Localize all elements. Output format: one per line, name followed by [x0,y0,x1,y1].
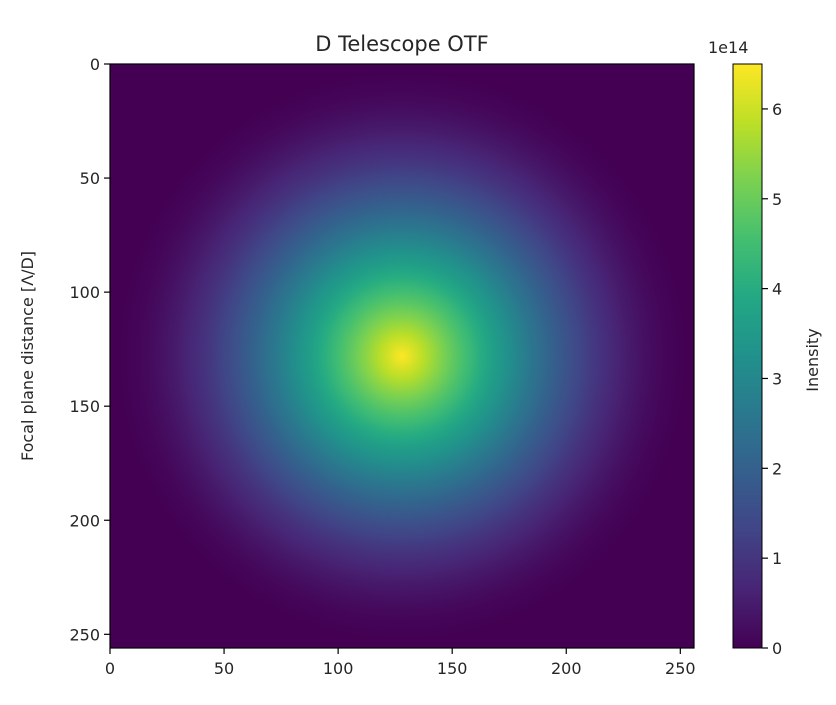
x-tick-label: 0 [105,659,115,678]
x-tick-label: 50 [214,659,234,678]
y-axis-label: Focal plane distance [Λ/D] [18,251,37,461]
colorbar-gradient [732,63,763,649]
colorbar-tick-label: 6 [772,100,782,119]
colorbar-tick-label: 4 [772,280,782,299]
colorbar-ticks: 0 1 2 3 4 5 6 [762,100,782,658]
y-tick-label: 250 [69,625,100,644]
x-tick-label: 250 [665,659,696,678]
colorbar-tick-label: 3 [772,369,782,388]
plot-frame [109,63,695,649]
x-axis-ticks: 0 50 100 150 200 250 [105,648,696,678]
y-tick-label: 50 [80,169,100,188]
colorbar-tick-label: 1 [772,549,782,568]
chart-title: D Telescope OTF [315,32,488,56]
x-tick-label: 200 [551,659,582,678]
y-tick-label: 100 [69,283,100,302]
heatmap-otf [110,64,694,648]
y-axis-ticks: 0 50 100 150 200 250 [69,55,110,644]
colorbar-tick-label: 0 [772,639,782,658]
colorbar-label: Inensity [803,328,822,391]
x-tick-label: 150 [437,659,468,678]
colorbar: 0 1 2 3 4 5 6 1e14 Inensity [708,38,822,658]
colorbar-tick-label: 5 [772,190,782,209]
y-tick-label: 0 [90,55,100,74]
colorbar-tick-label: 2 [772,459,782,478]
colorbar-exponent: 1e14 [708,38,748,57]
x-tick-label: 100 [323,659,354,678]
y-tick-label: 150 [69,397,100,416]
plot-area [109,63,695,649]
y-tick-label: 200 [69,511,100,530]
